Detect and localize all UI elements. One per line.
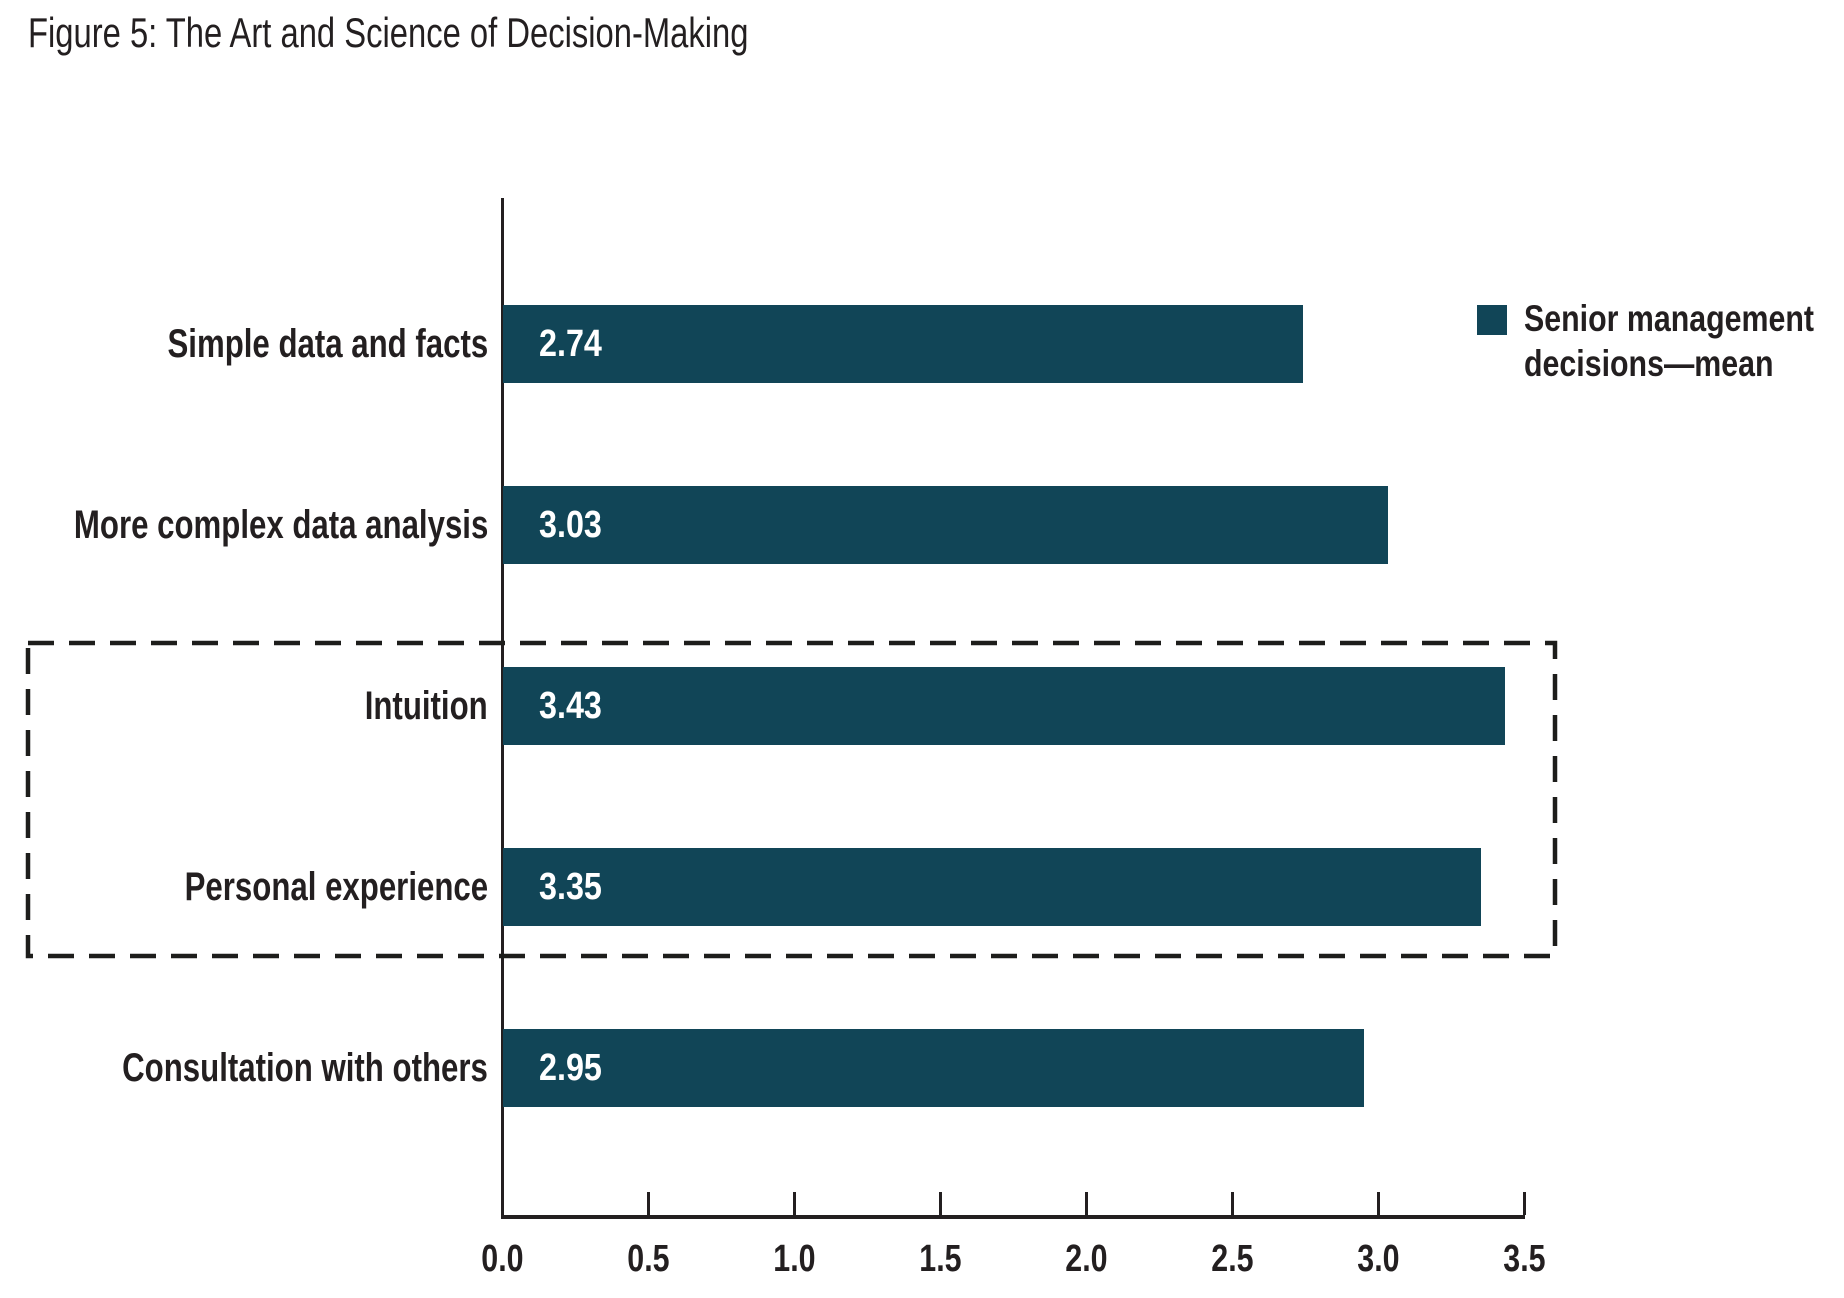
x-tick-label: 0.5: [626, 1238, 670, 1280]
x-axis-tick: [1377, 1192, 1380, 1215]
bar: 3.03: [503, 486, 1388, 564]
bar: 2.95: [503, 1029, 1364, 1107]
category-label: Personal experience: [184, 864, 488, 909]
x-axis-tick: [1523, 1192, 1526, 1215]
x-axis-tick: [647, 1192, 650, 1215]
bar-value-label: 3.03: [539, 503, 602, 546]
legend-label: Senior management decisions—mean: [1524, 296, 1844, 386]
category-label: More complex data analysis: [73, 502, 488, 547]
legend-swatch: [1477, 305, 1507, 335]
bar-value-label: 2.95: [539, 1046, 602, 1089]
category-label: Consultation with others: [122, 1045, 488, 1090]
x-tick-label: 1.0: [772, 1238, 816, 1280]
x-tick-label: 1.5: [918, 1238, 962, 1280]
x-tick-label: 3.5: [1502, 1238, 1546, 1280]
category-label: Intuition: [364, 683, 488, 728]
legend-label-line2: decisions—mean: [1524, 343, 1774, 384]
x-axis-line: [501, 1215, 1525, 1219]
bar: 3.35: [503, 848, 1481, 926]
x-tick-label: 3.0: [1356, 1238, 1400, 1280]
x-axis-tick: [1085, 1192, 1088, 1215]
x-tick-label: 2.5: [1210, 1238, 1254, 1280]
x-axis-tick: [1231, 1192, 1234, 1215]
highlight-box: [25, 640, 1558, 959]
bar: 2.74: [503, 305, 1303, 383]
category-label: Simple data and facts: [167, 321, 488, 366]
y-axis-line: [501, 198, 504, 1218]
legend-label-line1: Senior management: [1524, 298, 1814, 339]
x-axis-tick: [939, 1192, 942, 1215]
bar-value-label: 3.43: [539, 684, 602, 727]
figure-title-text: Figure 5: The Art and Science of Decisio…: [28, 9, 749, 56]
x-tick-label: 2.0: [1064, 1238, 1108, 1280]
bar-value-label: 3.35: [539, 865, 602, 908]
bar: 3.43: [503, 667, 1505, 745]
figure-title: Figure 5: The Art and Science of Decisio…: [28, 8, 952, 58]
bar-value-label: 2.74: [539, 322, 602, 365]
x-axis-tick: [793, 1192, 796, 1215]
x-tick-label: 0.0: [480, 1238, 524, 1280]
